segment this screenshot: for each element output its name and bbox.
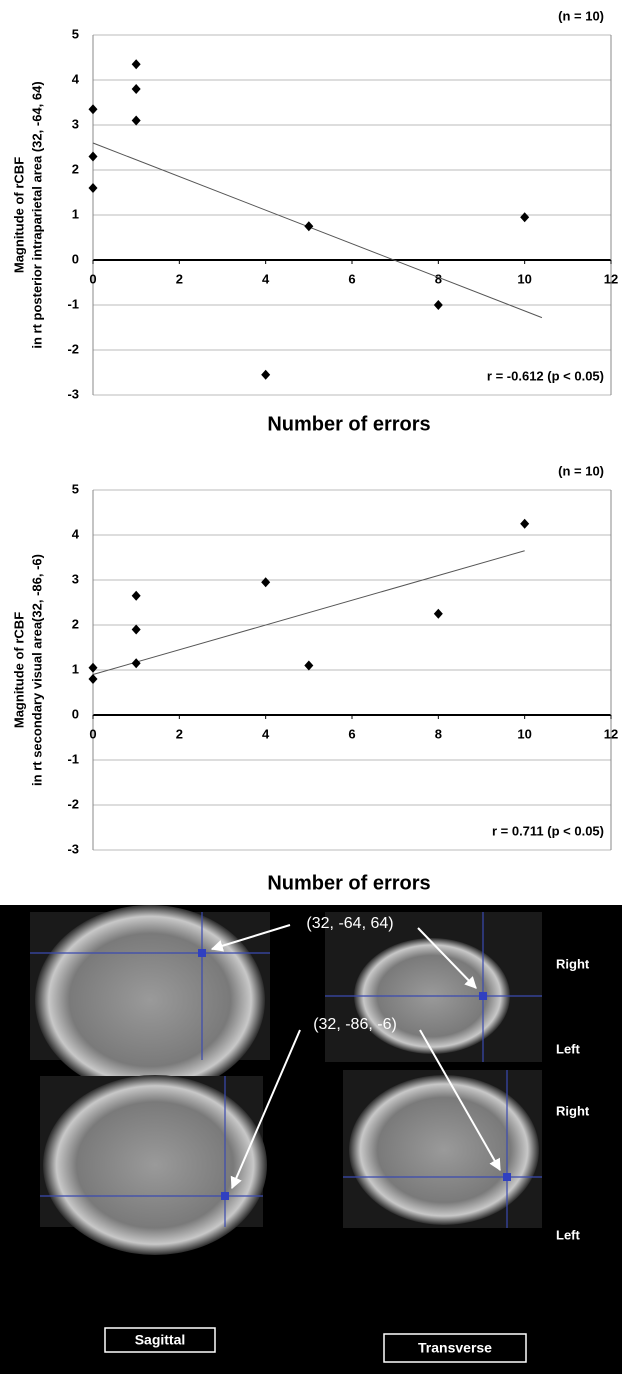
y-tick-label: -2: [67, 796, 79, 811]
data-point: [89, 104, 98, 114]
brain-shape: [35, 905, 265, 1095]
orientation-label: Left: [556, 1041, 581, 1056]
x-tick-label: 8: [435, 271, 442, 286]
x-axis-title: Number of errors: [267, 872, 430, 894]
x-tick-label: 0: [89, 271, 96, 286]
trendline: [93, 143, 542, 318]
figure: (32, -64, 64) (32, -86, -6) Right Left R…: [0, 0, 622, 1374]
x-tick-label: 12: [604, 271, 618, 286]
brain-shape: [43, 1075, 267, 1255]
y-tick-label: 3: [72, 116, 79, 131]
y-tick-label: 5: [72, 26, 79, 41]
x-axis-title: Number of errors: [267, 413, 430, 435]
y-tick-label: 0: [72, 251, 79, 266]
y-tick-label: 0: [72, 706, 79, 721]
y-tick-label: -2: [67, 341, 79, 356]
y-axis-title: in rt posterior intraparietal area (32, …: [29, 81, 44, 348]
data-point: [132, 658, 141, 668]
data-point: [520, 212, 529, 222]
y-axis-title: Magnitude of rCBF: [11, 612, 26, 728]
x-tick-label: 2: [176, 271, 183, 286]
orientation-label: Left: [556, 1227, 581, 1242]
y-axis-title: in rt secondary visual area(32, -86, -6): [29, 554, 44, 786]
y-tick-label: -1: [67, 296, 79, 311]
annotation: r = -0.612 (p < 0.05): [487, 368, 604, 383]
x-tick-label: 10: [517, 271, 531, 286]
y-tick-label: -3: [67, 841, 79, 856]
data-point: [434, 609, 443, 619]
annotation: r = 0.711 (p < 0.05): [492, 823, 604, 838]
view-label: Sagittal: [135, 1332, 186, 1348]
data-point: [261, 370, 270, 380]
data-point: [132, 116, 141, 126]
data-point: [434, 300, 443, 310]
y-tick-label: 3: [72, 571, 79, 586]
data-point: [89, 663, 98, 673]
x-tick-label: 12: [604, 726, 618, 741]
y-tick-label: 1: [72, 206, 79, 221]
trendline: [93, 551, 525, 675]
y-tick-label: -3: [67, 386, 79, 401]
annotation: (n = 10): [558, 8, 604, 23]
data-point: [132, 59, 141, 69]
brain-shape: [349, 1075, 539, 1225]
view-label: Transverse: [418, 1340, 492, 1356]
y-tick-label: 2: [72, 616, 79, 631]
x-tick-label: 4: [262, 271, 270, 286]
y-tick-label: 4: [72, 526, 80, 541]
data-point: [89, 674, 98, 684]
annotation: (n = 10): [558, 463, 604, 478]
coordinate-label: (32, -86, -6): [313, 1016, 397, 1033]
x-tick-label: 0: [89, 726, 96, 741]
y-tick-label: 4: [72, 71, 80, 86]
coordinate-label: (32, -64, 64): [306, 915, 393, 932]
x-tick-label: 4: [262, 726, 270, 741]
data-point: [132, 591, 141, 601]
brain-panel: (32, -64, 64) (32, -86, -6) Right Left R…: [0, 905, 622, 1374]
data-point: [520, 519, 529, 529]
data-point: [304, 221, 313, 231]
x-tick-label: 8: [435, 726, 442, 741]
x-tick-label: 2: [176, 726, 183, 741]
orientation-label: Right: [556, 1103, 590, 1118]
data-point: [132, 84, 141, 94]
x-tick-label: 6: [348, 726, 355, 741]
y-tick-label: 1: [72, 661, 79, 676]
data-point: [304, 661, 313, 671]
y-tick-label: 5: [72, 481, 79, 496]
x-tick-label: 6: [348, 271, 355, 286]
data-point: [89, 152, 98, 162]
data-point: [89, 183, 98, 193]
data-point: [261, 577, 270, 587]
y-tick-label: -1: [67, 751, 79, 766]
y-tick-label: 2: [72, 161, 79, 176]
data-point: [132, 625, 141, 635]
y-axis-title: Magnitude of rCBF: [11, 157, 26, 273]
x-tick-label: 10: [517, 726, 531, 741]
orientation-label: Right: [556, 956, 590, 971]
